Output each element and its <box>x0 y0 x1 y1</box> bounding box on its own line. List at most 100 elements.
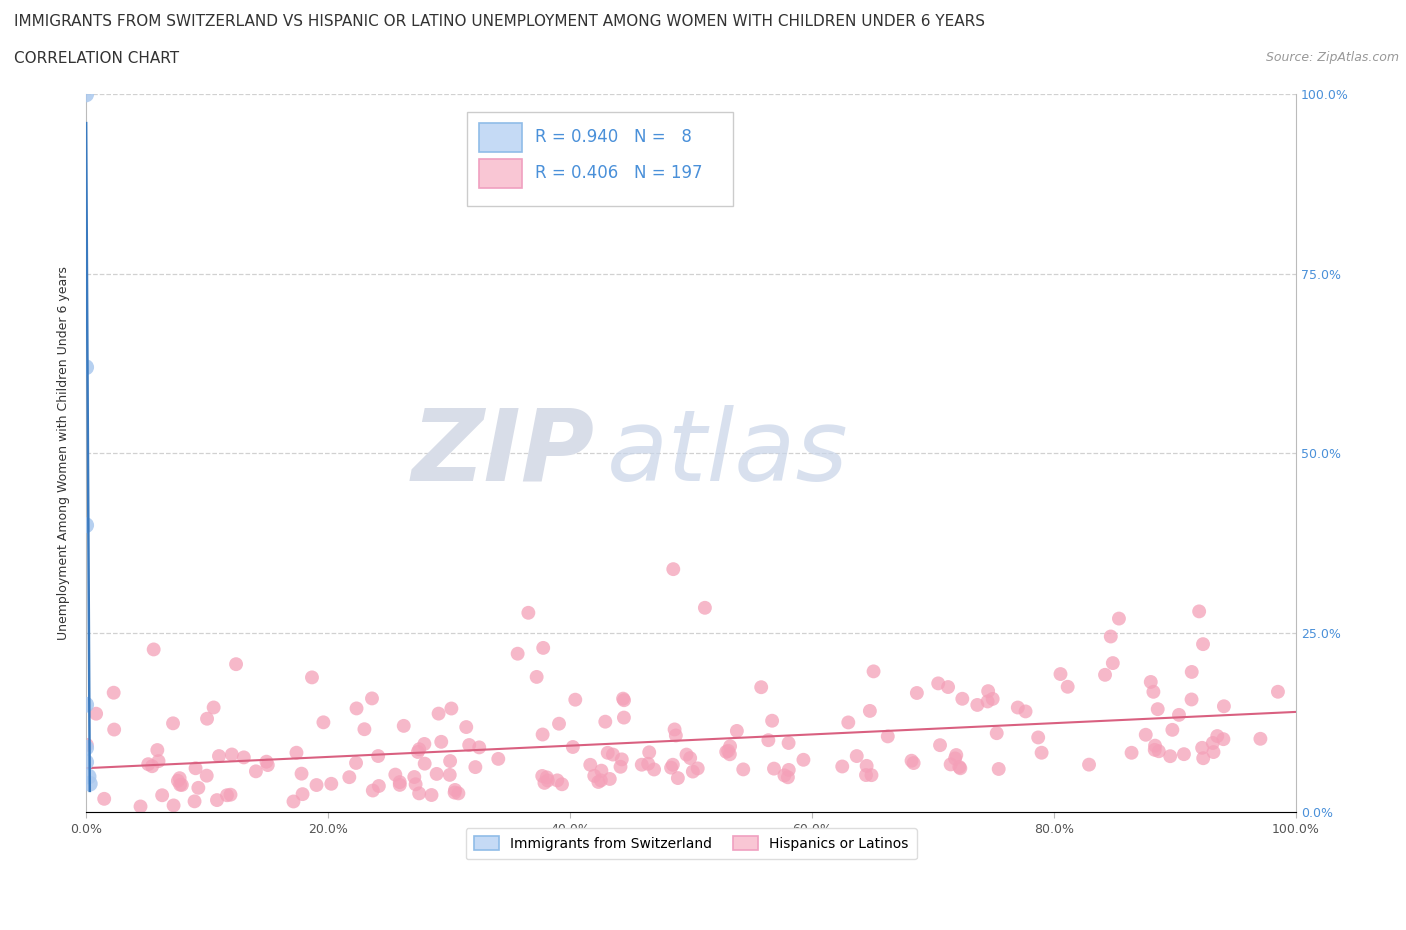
Point <box>1099 629 1122 644</box>
Point <box>75 360 97 375</box>
Point <box>551 777 574 791</box>
Point <box>537 773 560 788</box>
Point <box>205 792 228 807</box>
Point <box>1121 745 1143 760</box>
Point <box>221 747 243 762</box>
Point <box>208 749 231 764</box>
Point <box>987 762 1010 777</box>
Text: atlas: atlas <box>606 405 848 502</box>
Point <box>589 773 612 788</box>
Point <box>405 777 427 791</box>
Point <box>1142 684 1164 699</box>
Point <box>1181 665 1204 680</box>
Point <box>949 761 972 776</box>
Point <box>929 737 952 752</box>
Text: CORRELATION CHART: CORRELATION CHART <box>14 51 179 66</box>
Point <box>1249 731 1271 746</box>
Point <box>337 770 360 785</box>
Point <box>837 715 859 730</box>
Point <box>1108 611 1130 626</box>
Text: Source: ZipAtlas.com: Source: ZipAtlas.com <box>1265 51 1399 64</box>
Point <box>531 768 554 783</box>
Point <box>321 777 343 791</box>
Point <box>936 680 959 695</box>
Point <box>162 798 184 813</box>
Point <box>285 745 308 760</box>
Point <box>195 711 218 726</box>
Point <box>613 711 636 725</box>
Point <box>440 701 463 716</box>
Point <box>406 745 429 760</box>
Point <box>659 760 682 775</box>
Point <box>686 761 709 776</box>
Point <box>666 771 689 786</box>
Point <box>693 601 716 616</box>
Point <box>195 768 218 783</box>
Point <box>301 670 323 684</box>
Point <box>588 775 610 790</box>
Point <box>219 788 242 803</box>
Point <box>1192 637 1215 652</box>
Point <box>716 744 738 759</box>
Legend: Immigrants from Switzerland, Hispanics or Latinos: Immigrants from Switzerland, Hispanics o… <box>465 828 917 859</box>
Point <box>136 757 159 772</box>
Point <box>778 736 800 751</box>
Point <box>1135 727 1157 742</box>
Point <box>1173 747 1195 762</box>
FancyBboxPatch shape <box>467 113 734 206</box>
Point <box>486 751 509 766</box>
Point <box>353 722 375 737</box>
Point <box>1147 744 1170 759</box>
Text: R = 0.406   N = 197: R = 0.406 N = 197 <box>536 164 703 181</box>
Y-axis label: Unemployment Among Women with Children Under 6 years: Unemployment Among Women with Children U… <box>58 267 70 641</box>
Point <box>430 735 453 750</box>
Point <box>444 782 467 797</box>
Point <box>256 754 278 769</box>
Point <box>1007 700 1029 715</box>
Point <box>986 725 1008 740</box>
Point <box>447 786 470 801</box>
Point <box>1031 745 1053 760</box>
Point <box>792 752 814 767</box>
Point <box>84 706 107 721</box>
Point <box>596 745 619 760</box>
Text: IMMIGRANTS FROM SWITZERLAND VS HISPANIC OR LATINO UNEMPLOYMENT AMONG WOMEN WITH : IMMIGRANTS FROM SWITZERLAND VS HISPANIC … <box>14 14 986 29</box>
Point <box>76 737 98 752</box>
Point <box>93 791 115 806</box>
Point <box>533 776 555 790</box>
Point <box>202 700 225 715</box>
Point <box>1192 751 1215 765</box>
Point <box>981 692 1004 707</box>
Point <box>1146 702 1168 717</box>
Point <box>591 764 613 778</box>
Point <box>948 760 970 775</box>
Point <box>548 716 571 731</box>
Point <box>75 87 97 102</box>
Point <box>609 759 631 774</box>
Point <box>141 759 163 774</box>
Point <box>749 680 772 695</box>
Point <box>1202 736 1225 751</box>
Point <box>943 751 966 766</box>
Point <box>384 767 406 782</box>
Point <box>679 751 702 765</box>
Point <box>536 770 558 785</box>
Point <box>75 698 97 712</box>
Point <box>950 691 973 706</box>
Point <box>682 764 704 779</box>
Point <box>876 729 898 744</box>
Point <box>725 724 748 738</box>
Point <box>662 757 685 772</box>
Point <box>1101 656 1123 671</box>
Point <box>456 720 478 735</box>
Point <box>602 747 624 762</box>
Point <box>579 757 602 772</box>
Point <box>665 728 688 743</box>
Point <box>531 727 554 742</box>
Point <box>1206 728 1229 743</box>
Point <box>638 745 661 760</box>
Point <box>187 780 209 795</box>
Point <box>75 740 97 755</box>
Point <box>561 739 583 754</box>
Point <box>612 691 634 706</box>
